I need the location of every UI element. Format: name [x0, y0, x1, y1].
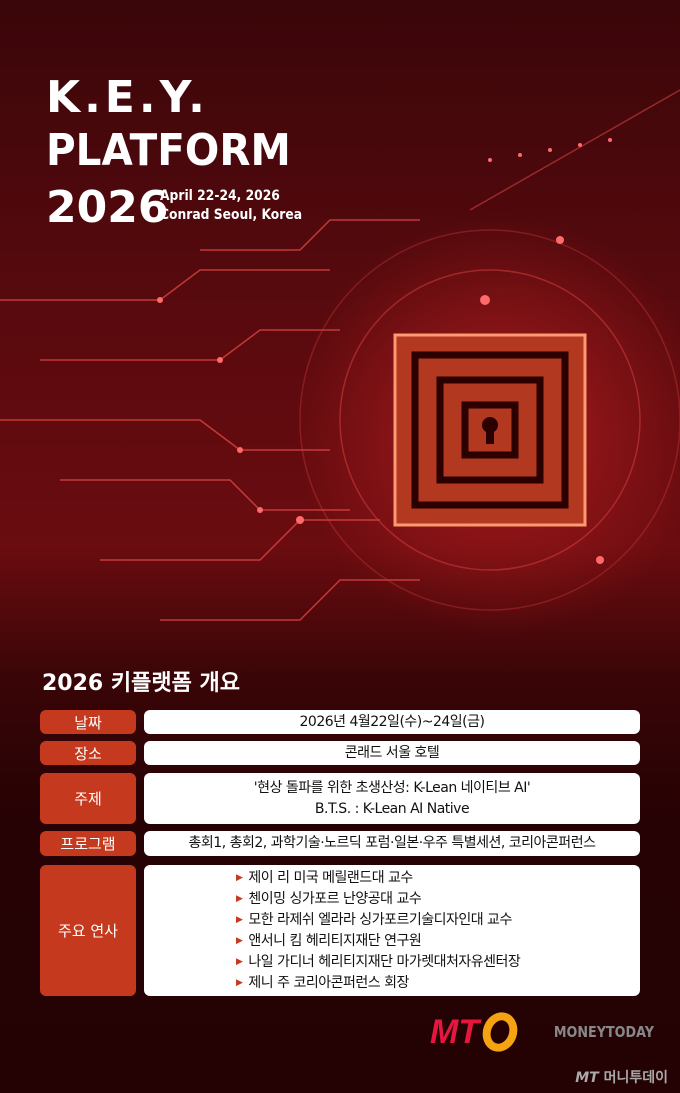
logo-ring-icon	[477, 1007, 523, 1057]
row-label: 주요 연사	[40, 865, 136, 996]
speaker-item: 나일 가디너 헤리티지재단 마가렛대처자유센터장	[236, 952, 520, 973]
hero-title-line1: K.E.Y.	[46, 72, 209, 123]
hero-venue: Conrad Seoul, Korea	[160, 207, 303, 223]
row-speakers: 주요 연사 제이 리 미국 메릴랜드대 교수 첸이밍 싱가포르 난양공대 교수 …	[40, 865, 640, 996]
speaker-item: 제이 리 미국 메릴랜드대 교수	[236, 868, 413, 889]
row-value: '현상 돌파를 위한 초생산성: K-Lean 네이티브 AI' B.T.S. :…	[144, 773, 640, 824]
row-label: 날짜	[40, 710, 136, 734]
watermark: MT 머니투데이	[575, 1067, 668, 1087]
speaker-list: 제이 리 미국 메릴랜드대 교수 첸이밍 싱가포르 난양공대 교수 모한 라제쉬…	[144, 865, 640, 996]
row-label: 장소	[40, 741, 136, 765]
speaker-item: 제니 주 코리아콘퍼런스 회장	[236, 973, 409, 994]
value-line: B.T.S. : K-Lean AI Native	[314, 800, 470, 817]
speaker-item: 모한 라제쉬 엘라라 싱가포르기술디자인대 교수	[236, 910, 512, 931]
logo-name: MONEYTODAY	[553, 1023, 655, 1041]
hero-title-line2: PLATFORM	[46, 125, 291, 176]
row-label: 주제	[40, 773, 136, 824]
row-label: 프로그램	[40, 831, 136, 856]
value-line: '현상 돌파를 위한 초생산성: K-Lean 네이티브 AI'	[253, 779, 531, 796]
hero-year: 2026	[46, 182, 169, 233]
speaker-item: 첸이밍 싱가포르 난양공대 교수	[236, 889, 421, 910]
logo-mark: MT	[430, 1012, 480, 1051]
watermark-text: 머니투데이	[603, 1070, 668, 1086]
value-line: 총회1, 총회2, 과학기술·노르딕 포럼·일본·우주 특별세션, 코리아콘퍼런…	[188, 835, 596, 851]
moneytoday-logo: MT MONEYTODAY	[430, 1007, 663, 1057]
row-value: 총회1, 총회2, 과학기술·노르딕 포럼·일본·우주 특별세션, 코리아콘퍼런…	[144, 831, 640, 856]
section-title: 2026 키플랫폼 개요	[42, 671, 240, 696]
speaker-item: 앤서니 킴 헤리티지재단 연구원	[236, 931, 421, 952]
watermark-mark: MT	[575, 1070, 599, 1086]
circuit-illustration	[0, 89, 680, 621]
row-date: 날짜 2026년 4월22일(수)~24일(금)	[40, 710, 640, 734]
value-line: 콘래드 서울 호텔	[344, 744, 440, 761]
row-program: 프로그램 총회1, 총회2, 과학기술·노르딕 포럼·일본·우주 특별세션, 코…	[40, 831, 640, 856]
row-value: 2026년 4월22일(수)~24일(금)	[144, 710, 640, 734]
row-theme: 주제 '현상 돌파를 위한 초생산성: K-Lean 네이티브 AI' B.T.S…	[40, 773, 640, 824]
value-line: 2026년 4월22일(수)~24일(금)	[299, 713, 485, 730]
hero-date: April 22-24, 2026	[160, 188, 280, 204]
row-value: 콘래드 서울 호텔	[144, 741, 640, 765]
row-venue: 장소 콘래드 서울 호텔	[40, 741, 640, 765]
